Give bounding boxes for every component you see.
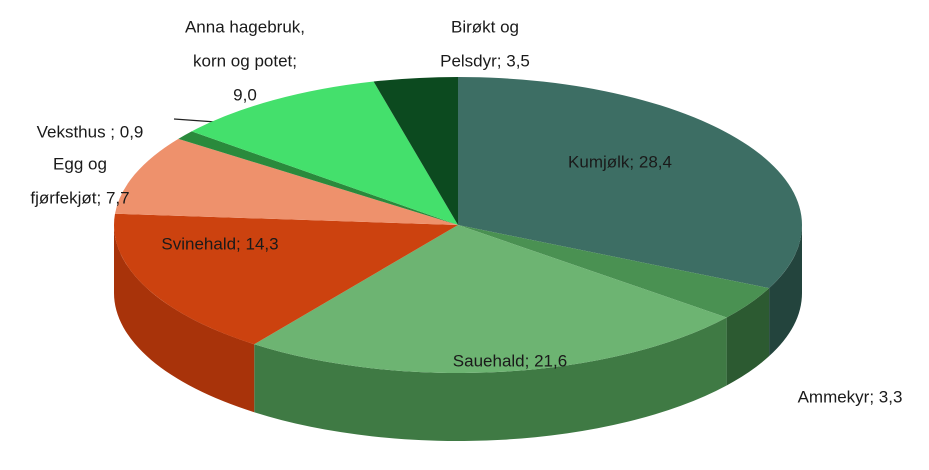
data-label: Egg og <box>53 154 107 173</box>
slice <box>373 77 458 225</box>
slice <box>114 138 459 225</box>
data-label: Anna hagebruk, <box>185 17 305 36</box>
data-label: fjørfekjøt; 7,7 <box>30 188 129 207</box>
data-label: Pelsdyr; 3,5 <box>440 51 530 70</box>
slice <box>191 81 458 225</box>
leader-line <box>173 118 217 123</box>
data-label: Ammekyr; 3,3 <box>798 387 903 406</box>
data-label: 9,0 <box>233 85 257 104</box>
data-label: Svinehald; 14,3 <box>161 234 278 253</box>
slice <box>458 225 770 318</box>
slice <box>254 225 727 373</box>
data-label: Sauehald; 21,6 <box>453 351 567 370</box>
data-label: korn og potet; <box>193 51 297 70</box>
slice <box>178 131 458 225</box>
slice-side <box>769 225 802 357</box>
slice <box>114 213 458 345</box>
slice-side <box>726 288 770 386</box>
slice-side <box>114 225 255 413</box>
data-label: Kumjølk; 28,4 <box>568 152 672 171</box>
slice <box>458 77 803 289</box>
data-label: Veksthus ; 0,9 <box>37 122 144 141</box>
data-label: Birøkt og <box>451 17 519 36</box>
slice-side <box>254 317 727 442</box>
